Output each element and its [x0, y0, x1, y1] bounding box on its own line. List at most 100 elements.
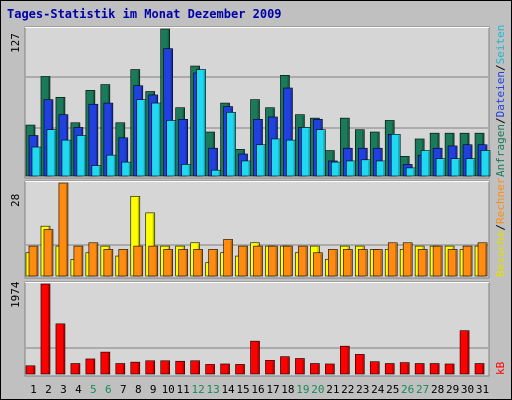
bar-shade	[407, 363, 409, 374]
bar-shade	[368, 160, 370, 176]
panel-requests: 127	[9, 26, 491, 179]
bar-shade	[83, 136, 86, 176]
bar-kb-day-27	[414, 363, 425, 375]
bar-shade	[158, 104, 161, 176]
bar-seiten-day-29	[450, 158, 461, 177]
series-rechner	[28, 182, 488, 277]
bar-shade	[173, 121, 176, 176]
bar-seiten-day-5	[91, 165, 102, 177]
bar-shade	[452, 364, 454, 374]
bar-shade	[473, 159, 475, 176]
bar-shade	[482, 364, 484, 374]
legend-anfragen: Anfragen	[494, 124, 507, 177]
bar-seiten-day-13	[211, 169, 221, 177]
x-tick-label: 11	[177, 383, 190, 396]
bar-rechner-day-13	[208, 249, 218, 277]
x-tick-label: 17	[266, 383, 279, 396]
bar-shade	[440, 247, 442, 276]
bar-shade	[152, 361, 155, 374]
bar-shade	[380, 250, 382, 276]
bar-rechner-day-18	[283, 245, 293, 277]
bar-shade	[362, 355, 364, 374]
bar-rechner-day-5	[88, 242, 99, 277]
bar-rechner-day-24	[372, 249, 383, 277]
bar-rechner-day-6	[103, 249, 114, 277]
bar-rechner-day-28	[432, 245, 443, 277]
bar-shade	[263, 145, 266, 176]
bar-shade	[485, 243, 487, 276]
bar-shade	[95, 105, 98, 176]
bar-shade	[185, 120, 188, 176]
bar-kb-day-15	[235, 364, 245, 375]
bar-shade	[332, 364, 334, 374]
chart-title: Tages-Statistik im Monat Dezember 2009	[7, 7, 282, 21]
chart-panels: 127 28 1974	[9, 26, 491, 377]
bar-shade	[65, 184, 68, 276]
bar-seiten-day-26	[405, 167, 416, 177]
x-tick-label: 19	[296, 383, 309, 396]
x-tick-label: 23	[356, 383, 369, 396]
bar-seiten-day-3	[61, 139, 72, 177]
bar-shade	[39, 148, 41, 176]
bar-kb-day-8	[130, 361, 141, 375]
bar-kb-day-11	[175, 360, 185, 375]
legend-slash: /	[494, 224, 507, 231]
bar-seiten-day-21	[331, 161, 341, 177]
panel-kb: 1974	[9, 281, 490, 377]
bar-kb-day-10	[160, 360, 171, 375]
bar-shade	[278, 139, 280, 176]
bar-shade	[62, 324, 65, 374]
bar-shade	[458, 159, 460, 176]
bar-rechner-day-22	[343, 249, 353, 277]
x-tick-label: 3	[60, 383, 67, 396]
bar-shade	[422, 364, 424, 374]
bar-kb-day-14	[220, 363, 230, 375]
bar-kb-day-5	[85, 358, 96, 375]
bar-rechner-day-19	[298, 245, 308, 277]
x-tick-label: 28	[431, 383, 444, 396]
bar-kb-day-12	[190, 360, 200, 375]
bar-kb-day-22	[340, 345, 350, 375]
legend-besuche: Besuche	[494, 231, 507, 277]
x-tick-label: 15	[236, 383, 249, 396]
bar-shade	[428, 151, 430, 176]
bar-shade	[335, 250, 337, 276]
bar-kb-day-13	[205, 364, 215, 375]
bar-kb-day-1	[25, 365, 36, 375]
bar-shade	[113, 156, 116, 176]
bar-shade	[347, 347, 349, 374]
bar-shade	[188, 165, 191, 176]
bar-shade	[245, 247, 248, 276]
bar-kb-day-26	[399, 362, 410, 375]
bar-shade	[33, 366, 35, 374]
bar-kb-day-20	[310, 363, 320, 375]
bar-shade	[467, 331, 469, 374]
x-tick-label: 13	[206, 383, 219, 396]
bar-shade	[203, 70, 206, 176]
bar-shade	[182, 362, 185, 374]
bar-kb-day-29	[444, 363, 455, 375]
bar-shade	[218, 171, 221, 176]
bar-shade	[272, 361, 274, 374]
bar-shade	[365, 250, 367, 276]
x-tick-label: 8	[135, 383, 142, 396]
bar-shade	[395, 243, 397, 276]
bar-shade	[110, 104, 113, 176]
x-tick-label: 6	[105, 383, 112, 396]
bar-seiten-day-6	[106, 154, 117, 177]
x-tick-label: 14	[221, 383, 235, 396]
bar-seiten-day-1	[31, 146, 42, 177]
bar-shade	[410, 243, 412, 276]
bar-rechner-day-7	[118, 249, 129, 277]
bar-shade	[110, 250, 113, 276]
bar-shade	[137, 363, 140, 374]
bar-shade	[437, 364, 439, 374]
bar-rechner-day-26	[402, 242, 413, 277]
bar-shade	[323, 130, 325, 176]
bar-kb-day-2	[40, 283, 51, 375]
bar-seiten-day-9	[151, 102, 162, 177]
bar-shade	[353, 161, 355, 176]
bar-kb-day-4	[70, 363, 81, 375]
x-tick-label: 27	[416, 383, 429, 396]
